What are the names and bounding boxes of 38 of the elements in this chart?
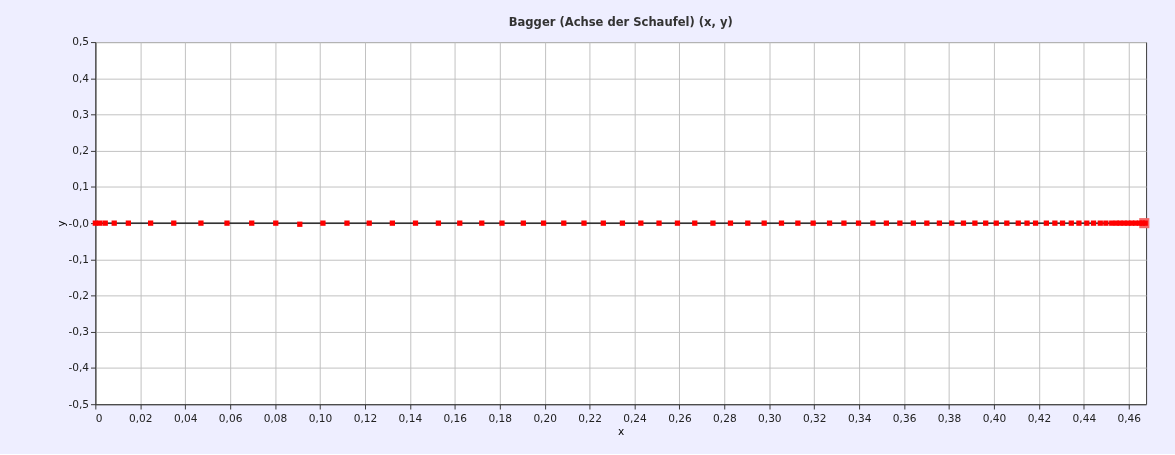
x-tick-label: 0,44 bbox=[1072, 412, 1097, 425]
x-tick-label: 0,42 bbox=[1027, 412, 1052, 425]
x-tick-label: 0,18 bbox=[488, 412, 513, 425]
x-tick-label: 0,22 bbox=[578, 412, 602, 425]
x-tick-label: 0,16 bbox=[443, 412, 468, 425]
x-tick-label: 0,02 bbox=[128, 412, 153, 425]
x-axis-title: x bbox=[618, 424, 625, 437]
x-tick-label: 0,36 bbox=[892, 412, 917, 425]
y-tick-label: 0,2 bbox=[72, 144, 90, 157]
y-tick-label: -0,3 bbox=[68, 325, 90, 338]
y-tick-label: -0,0 bbox=[68, 216, 90, 229]
x-tick-label: 0,24 bbox=[623, 412, 648, 425]
x-tick-label: 0,32 bbox=[802, 412, 827, 425]
y-tick-label: -0,1 bbox=[68, 252, 90, 265]
x-tick-label: 0,04 bbox=[173, 412, 198, 425]
y-tick-label: 0,1 bbox=[72, 180, 90, 193]
x-tick-label: 0,46 bbox=[1117, 412, 1142, 425]
x-tick-label: 0,14 bbox=[398, 412, 423, 425]
x-tick-label: 0,28 bbox=[713, 412, 737, 425]
y-tick-label: -0,2 bbox=[68, 288, 90, 301]
chart-title: Bagger (Achse der Schaufel) (x, y) bbox=[508, 14, 733, 29]
x-tick-label: 0,08 bbox=[263, 412, 288, 425]
y-tick-label: 0,5 bbox=[72, 35, 90, 48]
x-tick-label: 0,10 bbox=[308, 412, 333, 425]
y-tick-label: -0,4 bbox=[68, 361, 90, 374]
x-tick-label: 0,20 bbox=[533, 412, 558, 425]
x-tick-label: 0,12 bbox=[353, 412, 378, 425]
x-tick-label: 0,06 bbox=[218, 412, 243, 425]
x-tick-label: 0,26 bbox=[668, 412, 692, 425]
x-tick-label: 0,30 bbox=[758, 412, 782, 425]
y-tick-label: 0,4 bbox=[72, 71, 90, 84]
x-tick-label: 0,34 bbox=[847, 412, 872, 425]
x-tick-label: 0 bbox=[95, 412, 103, 425]
y-axis-title: y bbox=[54, 220, 67, 227]
x-tick-label: 0,40 bbox=[982, 412, 1007, 425]
y-tick-label: 0,3 bbox=[72, 107, 90, 120]
x-tick-label: 0,38 bbox=[937, 412, 962, 425]
y-tick-label: -0,5 bbox=[68, 397, 90, 410]
